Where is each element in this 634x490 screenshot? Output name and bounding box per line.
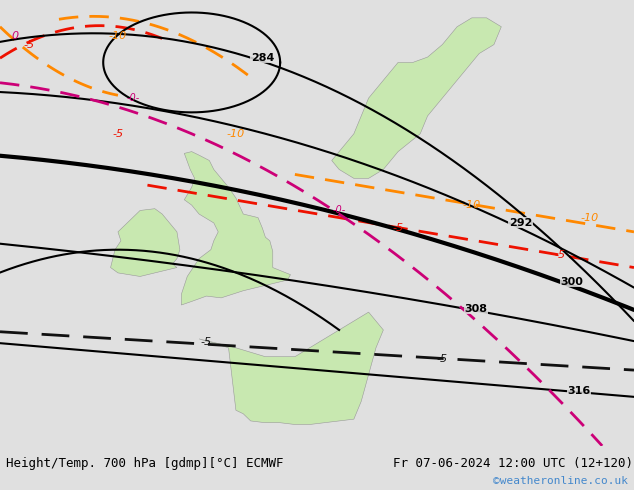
Text: -5: -5	[437, 353, 448, 364]
Text: ©weatheronline.co.uk: ©weatheronline.co.uk	[493, 476, 628, 487]
Text: -10: -10	[109, 31, 127, 41]
Text: -5: -5	[24, 40, 35, 49]
Text: 316: 316	[567, 386, 591, 396]
Text: -0-: -0-	[332, 205, 346, 216]
Text: -10: -10	[227, 129, 245, 139]
Polygon shape	[332, 18, 501, 178]
Text: 308: 308	[465, 304, 488, 314]
Text: 292: 292	[508, 218, 532, 228]
Text: -5: -5	[555, 250, 566, 260]
Polygon shape	[181, 151, 290, 305]
Text: -5: -5	[392, 223, 404, 233]
Polygon shape	[110, 209, 180, 276]
Text: -10: -10	[581, 213, 599, 222]
Text: -5: -5	[201, 338, 212, 347]
Text: Height/Temp. 700 hPa [gdmp][°C] ECMWF: Height/Temp. 700 hPa [gdmp][°C] ECMWF	[6, 457, 284, 470]
Text: 0: 0	[11, 31, 18, 41]
Text: -5: -5	[112, 129, 124, 139]
Text: Fr 07-06-2024 12:00 UTC (12+120): Fr 07-06-2024 12:00 UTC (12+120)	[393, 457, 633, 470]
Polygon shape	[199, 312, 384, 424]
Text: -10: -10	[463, 200, 481, 210]
Text: -0-: -0-	[126, 93, 139, 103]
Text: 300: 300	[560, 277, 583, 287]
Text: 284: 284	[250, 52, 274, 63]
